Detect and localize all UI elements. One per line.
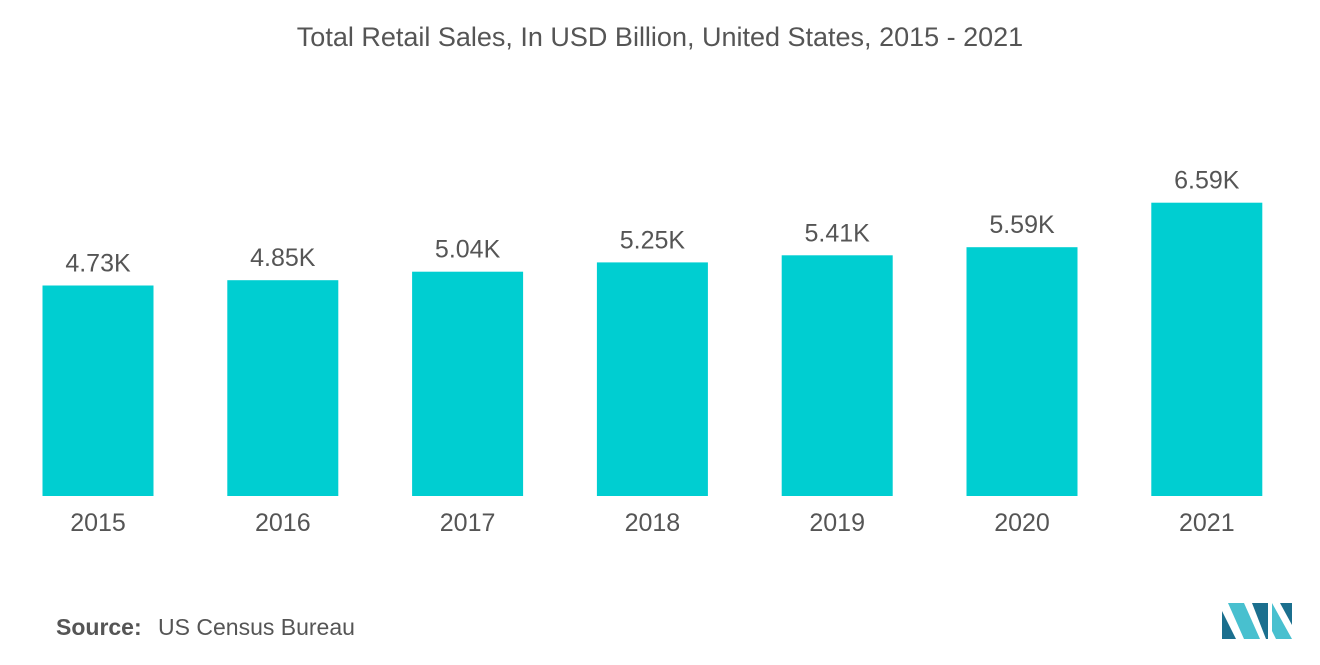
- x-tick-label-2016: 2016: [255, 509, 311, 537]
- x-tick-label-2021: 2021: [1179, 509, 1235, 537]
- x-tick-label-2018: 2018: [625, 509, 681, 537]
- x-tick-label-2019: 2019: [809, 509, 865, 537]
- bar-2016: [227, 280, 339, 496]
- bar-2020: [966, 247, 1078, 496]
- x-tick-label-2017: 2017: [440, 509, 496, 537]
- x-tick-label-2020: 2020: [994, 509, 1050, 537]
- chart-title: Total Retail Sales, In USD Billion, Unit…: [296, 22, 1024, 52]
- value-labels-layer: 4.73K 4.85K 5.04K 5.25K 5.41K 5.59K 6.59K: [65, 167, 1239, 278]
- bar-2018: [596, 262, 708, 496]
- x-axis-tick-labels: 2015 2016 2017 2018 2019 2020 2021: [70, 509, 1234, 537]
- value-label-2017: 5.04K: [435, 236, 501, 264]
- value-label-2018: 5.25K: [620, 226, 686, 254]
- bar-2021: [1151, 202, 1263, 496]
- bar-2015: [42, 285, 154, 496]
- value-label-2021: 6.59K: [1174, 167, 1240, 195]
- x-tick-label-2015: 2015: [70, 509, 126, 537]
- bar-chart: 4.73K 4.85K 5.04K 5.25K 5.41K 5.59K 6.59K 2015…: [42, 167, 1263, 537]
- value-label-2019: 5.41K: [805, 219, 871, 247]
- mordor-intelligence-logo-icon: [1222, 603, 1292, 639]
- value-label-2020: 5.59K: [989, 211, 1055, 239]
- value-label-2016: 4.85K: [250, 244, 316, 272]
- bar-2017: [412, 271, 524, 496]
- source-note: Source: US Census Bureau: [56, 614, 355, 641]
- source-label: Source:: [56, 614, 142, 640]
- value-label-2015: 4.73K: [65, 250, 131, 278]
- bars-layer: [42, 202, 1263, 496]
- bar-2019: [781, 255, 893, 496]
- source-text: US Census Bureau: [158, 614, 355, 640]
